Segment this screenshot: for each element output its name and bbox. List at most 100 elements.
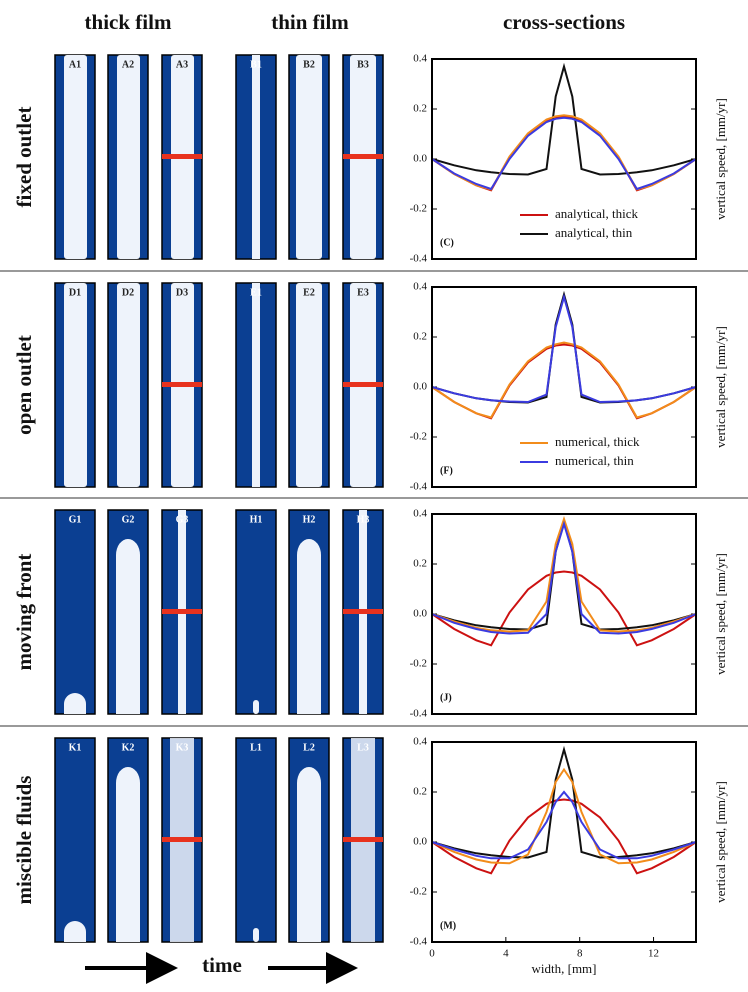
plot-frame [431,513,697,715]
y-tick-label: 0.2 [413,558,427,570]
tile [54,509,96,715]
section-line [343,382,383,387]
plume [64,921,86,942]
y-tick-label: -0.2 [410,431,427,443]
series-line [431,293,697,404]
panel-label: L1 [250,742,262,753]
y-tick-label: 0.0 [413,836,427,848]
y-tick-label: -0.4 [410,253,428,265]
x-tick-label: 4 [503,948,509,960]
section-line [162,837,202,842]
y-tick-label: -0.4 [410,936,428,948]
panel-label: B3 [357,59,369,70]
panel-label: E3 [357,287,369,298]
y-tick-label: -0.4 [410,708,428,720]
column-header: thick film [85,10,172,34]
panel-label: L3 [357,742,369,753]
y-axis-label: vertical speed, [mm/yr] [713,326,728,448]
series-line [431,116,697,191]
section-line [162,382,202,387]
panel-label: (F) [440,465,453,476]
series-line [431,62,697,176]
y-tick-label: -0.2 [410,658,427,670]
series-line [431,570,697,647]
panel-label: K2 [122,742,135,753]
plume [252,55,260,259]
panel-label: K3 [176,742,189,753]
legend-label: analytical, thin [555,225,633,240]
plume [296,283,322,487]
row-label: miscible fluids [12,776,36,905]
tile [54,737,96,943]
series-line [431,343,697,420]
panel-label: B1 [250,59,262,70]
panel-label: (J) [440,692,452,703]
panel-label: A3 [176,59,188,70]
plume [253,928,259,942]
x-tick-label: 0 [429,948,435,960]
plume [64,693,86,714]
panel-label: D1 [69,287,81,298]
time-label: time [202,953,242,977]
panel-label: A1 [69,59,81,70]
plume [117,55,140,259]
series-line [431,114,697,191]
panel-label: H1 [250,514,263,525]
panel-label: H2 [303,514,316,525]
panel-label: (C) [440,237,454,248]
series-line [431,115,697,192]
panel-label: L2 [303,742,315,753]
x-tick-label: 12 [648,948,659,960]
panel-label: H3 [357,514,370,525]
y-axis-label: vertical speed, [mm/yr] [713,98,728,220]
series-line [431,767,697,865]
plot-frame [431,286,697,488]
plume [64,55,87,259]
x-axis-label: width, [mm] [532,961,597,976]
plume [117,283,140,487]
plot-frame [431,58,697,260]
panel-label: G1 [69,514,82,525]
row-label: open outlet [12,335,36,435]
panel-label: G3 [176,514,189,525]
row-label: moving front [12,554,36,671]
plume [116,539,140,714]
series-line [431,517,697,631]
y-tick-label: 0.2 [413,786,427,798]
panel-label: D2 [122,287,134,298]
legend-label: numerical, thick [555,434,640,449]
y-tick-label: 0.2 [413,103,427,115]
panel-label: G2 [122,514,135,525]
series-line [431,790,697,860]
y-tick-label: 0.4 [413,53,427,65]
row-label: fixed outlet [12,107,36,208]
y-tick-label: 0.0 [413,153,427,165]
column-header: thin film [271,10,349,34]
plume [253,700,259,714]
legend-label: analytical, thick [555,206,639,221]
panel-label: A2 [122,59,134,70]
section-line [162,154,202,159]
y-tick-label: 0.4 [413,508,427,520]
series-line [431,745,697,859]
plume [297,539,321,714]
y-tick-label: 0.0 [413,608,427,620]
series-line [431,515,697,633]
panel-label: B2 [303,59,315,70]
tile [235,509,277,715]
panel-label: E2 [303,287,315,298]
panel-label: (M) [440,920,456,931]
panel-label: E1 [250,287,262,298]
y-tick-label: -0.4 [410,481,428,493]
legend-label: numerical, thin [555,453,634,468]
plume [64,283,87,487]
plume [252,283,260,487]
plume [296,55,322,259]
plume [116,767,140,942]
plot-frame [431,741,697,943]
tile [235,737,277,943]
series-line [431,341,697,419]
section-line [162,609,202,614]
plume [297,767,321,942]
